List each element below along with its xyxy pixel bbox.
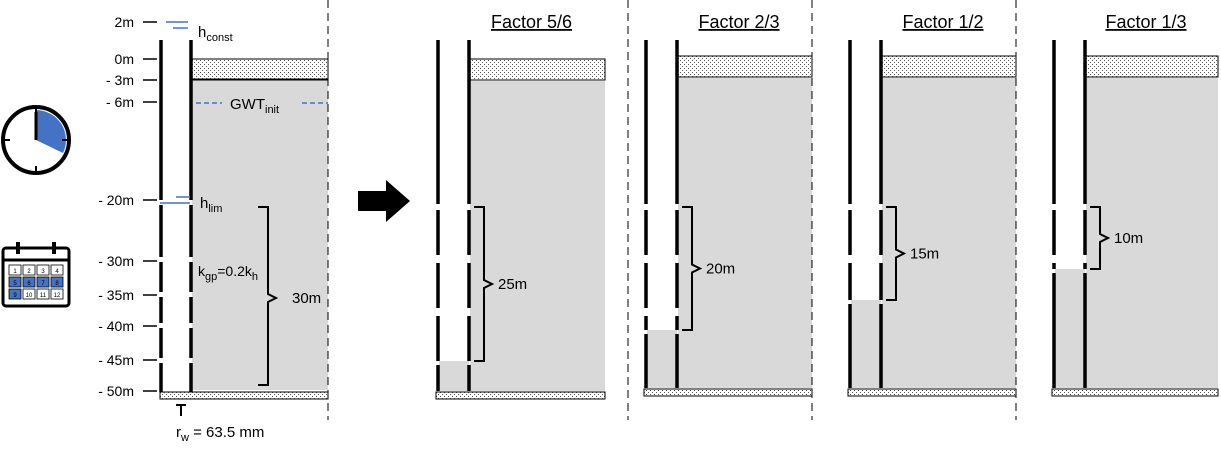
screen-length-label: 20m [706, 261, 735, 278]
h-const-label: hconst [198, 24, 233, 44]
bottom-gravel-layer [643, 388, 813, 397]
depth-tick: - 50m [98, 383, 157, 399]
factor-panel: 10m Factor 1/3 [1051, 12, 1219, 397]
kgp-label: kgp=0.2kh [198, 263, 258, 283]
depth-tick: - 30m [98, 253, 157, 269]
svg-text:5: 5 [13, 281, 17, 287]
svg-text:- 35m: - 35m [98, 287, 134, 303]
well-screen [159, 205, 193, 392]
bottom-gravel-layer [435, 391, 606, 400]
calendar-day: 8 [50, 276, 64, 288]
clock-icon [1, 105, 71, 175]
depth-tick: - 45m [98, 352, 157, 368]
calendar-day: 11 [36, 288, 50, 300]
svg-text:9: 9 [13, 293, 17, 299]
depth-axis: 2m 0m - 3m - 6m - 20m - 30m - 35m - 40m - 45m - 5… [98, 14, 157, 399]
calendar-day: 10 [22, 288, 36, 300]
svg-text:4: 4 [55, 269, 59, 275]
right-arrow-icon [358, 180, 410, 222]
calendar-day: 9 [8, 288, 22, 300]
calendar-icon: 1 2 3 45 6 7 89 10 11 12 [1, 242, 71, 308]
svg-text:7: 7 [41, 281, 45, 287]
top-gravel-layer [191, 58, 329, 80]
h-lim-label: hlim [200, 195, 222, 215]
factor-title: Factor 5/6 [491, 12, 572, 32]
svg-text:- 50m: - 50m [98, 383, 134, 399]
factor-title: Factor 1/2 [902, 12, 983, 32]
svg-text:- 20m: - 20m [98, 192, 134, 208]
screen-length-brace [258, 206, 279, 386]
svg-text:11: 11 [40, 293, 47, 299]
factor-title: Factor 2/3 [698, 12, 779, 32]
soil-block [470, 81, 605, 391]
soil-block [678, 78, 812, 388]
screen-length-brace [682, 206, 703, 331]
bottom-gravel-layer [847, 388, 1017, 397]
soil-block [192, 80, 328, 390]
top-gravel-layer [881, 55, 1017, 78]
factor-title: Factor 1/3 [1105, 12, 1186, 32]
rw-label: rw = 63.5 mm [176, 424, 264, 444]
screen-length-label: 25m [498, 276, 527, 293]
svg-text:- 30m: - 30m [98, 253, 134, 269]
svg-text:0m: 0m [115, 51, 134, 67]
calendar-day: 6 [22, 276, 36, 288]
depth-tick: - 6m [106, 94, 157, 110]
main-column: 2m 0m - 3m - 6m - 20m - 30m - 35m - 40m - 45m - 5… [98, 0, 329, 444]
svg-text:1: 1 [13, 269, 17, 275]
depth-tick: 0m [115, 51, 157, 67]
svg-text:- 45m: - 45m [98, 352, 134, 368]
calendar-day: 2 [22, 264, 36, 276]
calendar-day: 1 [8, 264, 22, 276]
svg-text:12: 12 [54, 293, 61, 299]
factor-panel: 20m Factor 2/3 [643, 0, 813, 420]
svg-text:8: 8 [55, 281, 59, 287]
screen-length-label: 30m [292, 290, 321, 307]
calendar-day: 5 [8, 276, 22, 288]
depth-tick: 2m [115, 14, 157, 30]
calendar-day: 3 [36, 264, 50, 276]
screen-length-label: 15m [910, 246, 939, 263]
soil-block [882, 78, 1016, 388]
svg-text:10: 10 [26, 293, 33, 299]
well-fill [647, 330, 677, 388]
calendar-day: 7 [36, 276, 50, 288]
top-gravel-layer [1085, 55, 1219, 78]
gwt-init-label: GWTinit [230, 96, 279, 116]
depth-tick: - 20m [98, 192, 157, 208]
screen-length-brace [1090, 206, 1111, 270]
factor-panel: 15m Factor 1/2 [847, 0, 1017, 420]
top-gravel-layer [677, 55, 813, 78]
svg-text:- 6m: - 6m [106, 94, 134, 110]
calendar-day: 4 [50, 264, 64, 276]
depth-tick: - 40m [98, 318, 157, 334]
screen-length-brace [886, 206, 907, 301]
svg-text:- 3m: - 3m [106, 72, 134, 88]
well-fill [851, 300, 881, 388]
calendar-day: 12 [50, 288, 64, 300]
well-fill [439, 361, 469, 391]
factor-panel: 25m Factor 5/6 [435, 0, 629, 420]
screen-length-brace [474, 206, 495, 362]
svg-text:2m: 2m [115, 14, 134, 30]
svg-text:3: 3 [41, 269, 45, 275]
svg-text:6: 6 [27, 281, 31, 287]
screen-length-label: 10m [1114, 230, 1143, 247]
soil-block [1086, 78, 1218, 388]
svg-text:2: 2 [27, 269, 31, 275]
bottom-gravel-layer [159, 391, 329, 400]
well-fill [1055, 269, 1085, 388]
depth-tick: - 3m [106, 72, 157, 88]
svg-text:- 40m: - 40m [98, 318, 134, 334]
bottom-gravel-layer [1051, 388, 1219, 397]
top-gravel-layer [469, 58, 606, 81]
depth-tick: - 35m [98, 287, 157, 303]
